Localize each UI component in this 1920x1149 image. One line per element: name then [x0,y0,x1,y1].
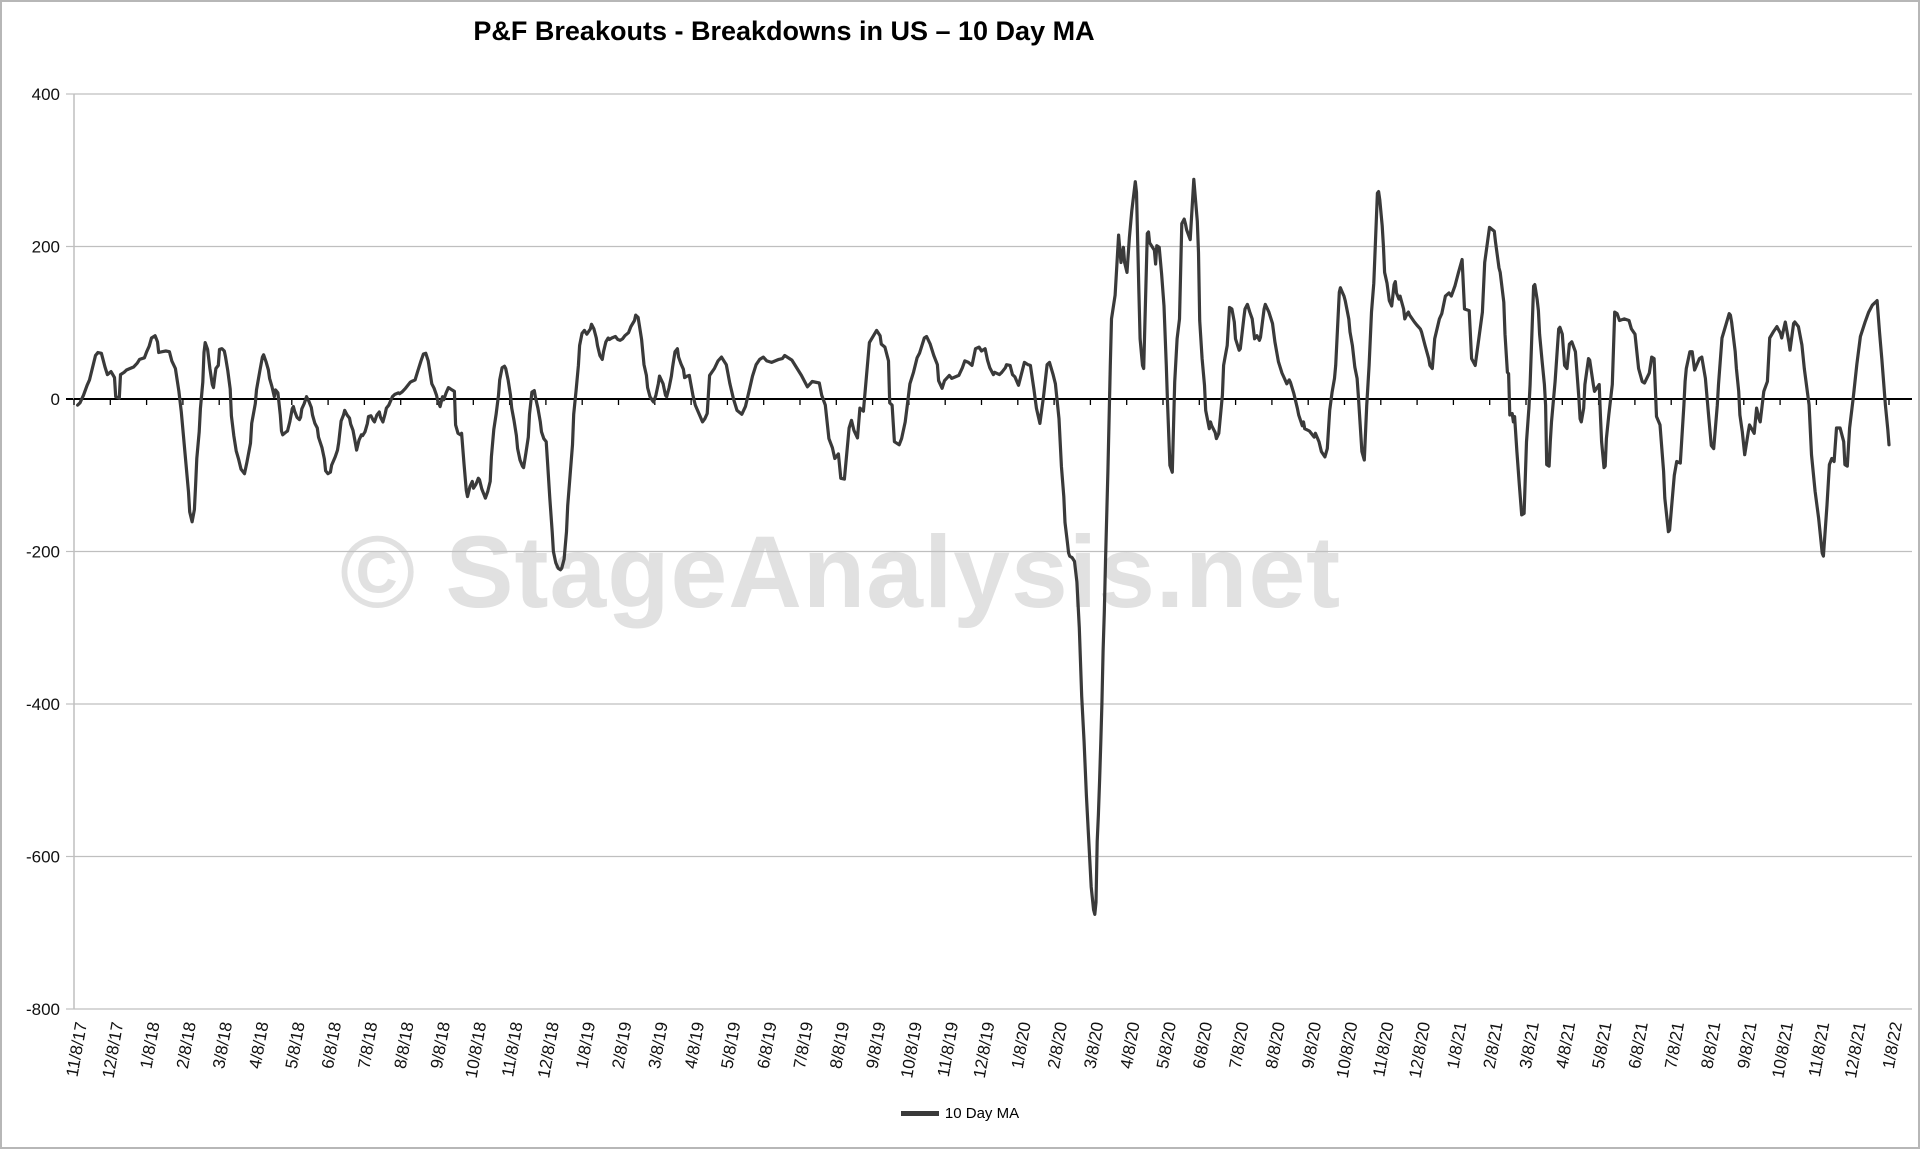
x-tick-label: 9/8/20 [1298,1020,1325,1070]
x-tick-label: 6/8/20 [1189,1020,1216,1070]
x-tick-label: 10/8/19 [897,1020,926,1079]
x-tick-label: 1/8/21 [1443,1020,1470,1070]
legend-label: 10 Day MA [944,1105,1020,1122]
x-tick-label: 1/8/18 [137,1020,164,1070]
x-tick-label: 9/8/21 [1734,1020,1761,1070]
x-tick-label: 9/8/18 [427,1020,454,1070]
x-tick-label: 12/8/19 [970,1020,999,1079]
chart-title: P&F Breakouts - Breakdowns in US – 10 Da… [473,16,1095,46]
x-tick-label: 3/8/18 [209,1020,236,1070]
x-tick-label: 7/8/18 [354,1020,381,1070]
x-tick-label: 5/8/21 [1589,1020,1616,1070]
x-tick-label: 3/8/20 [1080,1020,1107,1070]
x-tick-label: 11/8/18 [498,1020,526,1078]
x-tick-label: 1/8/20 [1008,1020,1035,1070]
x-tick-label: 5/8/19 [717,1020,744,1070]
x-tick-label: 1/8/22 [1879,1020,1906,1070]
x-tick-label: 6/8/21 [1625,1020,1652,1070]
x-tick-label: 3/8/19 [645,1020,672,1070]
x-tick-label: 10/8/21 [1768,1020,1797,1079]
y-tick-label: -600 [26,848,60,867]
y-tick-label: -400 [26,695,60,714]
series-line-10-day-ma [75,177,1891,917]
x-tick-label: 12/8/18 [534,1020,563,1079]
x-tick-label: 2/8/21 [1480,1020,1507,1070]
x-tick-label: 3/8/21 [1516,1020,1543,1070]
x-tick-label: 4/8/20 [1117,1020,1144,1070]
x-tick-label: 2/8/20 [1044,1020,1071,1070]
x-tick-label: 4/8/21 [1552,1020,1579,1070]
y-tick-label: -200 [26,543,60,562]
y-tick-label: 200 [32,238,60,257]
x-tick-label: 12/8/17 [99,1020,128,1079]
x-tick-label: 2/8/18 [173,1020,200,1070]
x-tick-label: 12/8/21 [1841,1020,1870,1079]
x-tick-label: 2/8/19 [609,1020,636,1070]
x-tick-label: 7/8/21 [1661,1020,1688,1070]
x-tick-label: 5/8/18 [282,1020,309,1070]
x-tick-label: 6/8/19 [754,1020,781,1070]
x-tick-label: 7/8/20 [1226,1020,1253,1070]
x-tick-label: 10/8/20 [1333,1020,1362,1079]
x-tick-label: 11/8/21 [1805,1020,1833,1078]
x-tick-label: 11/8/19 [934,1020,962,1078]
x-tick-label: 11/8/17 [63,1020,91,1078]
watermark: © StageAnalysis.net [340,515,1342,629]
x-tick-label: 4/8/19 [681,1020,708,1070]
x-tick-label: 8/8/18 [391,1020,418,1070]
x-tick-label: 12/8/20 [1405,1020,1434,1079]
y-tick-label: -800 [26,1000,60,1019]
x-tick-label: 8/8/21 [1698,1020,1725,1070]
x-tick-label: 5/8/20 [1153,1020,1180,1070]
y-tick-label: 0 [51,390,60,409]
x-tick-label: 6/8/18 [318,1020,345,1070]
legend: 10 Day MA [2,1105,1918,1122]
x-tick-label: 4/8/18 [246,1020,273,1070]
legend-line-swatch [900,1111,939,1116]
x-tick-label: 8/8/20 [1262,1020,1289,1070]
x-tick-label: 9/8/19 [863,1020,890,1070]
x-tick-label: 8/8/19 [826,1020,853,1070]
x-tick-label: 11/8/20 [1369,1020,1397,1078]
x-tick-label: 7/8/19 [790,1020,817,1070]
x-tick-label: 10/8/18 [462,1020,491,1079]
x-tick-label: 1/8/19 [572,1020,599,1070]
y-tick-label: 400 [32,85,60,104]
